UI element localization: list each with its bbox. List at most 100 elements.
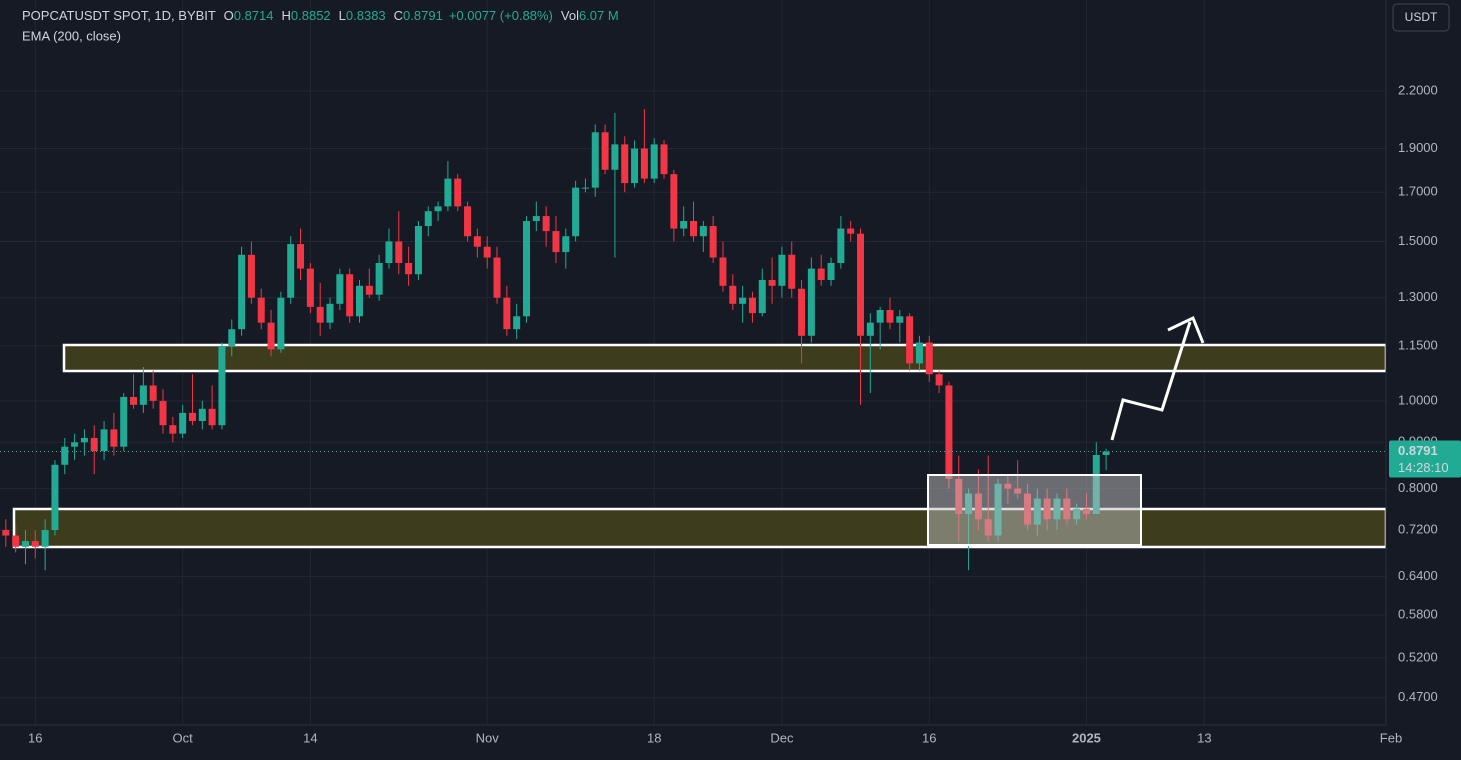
drawings-front [927, 315, 1205, 546]
y-tick-label: 2.2000 [1398, 82, 1438, 97]
y-tick-label: 0.4700 [1398, 689, 1438, 704]
y-tick-label: 0.7200 [1398, 521, 1438, 536]
x-tick-label: Oct [173, 730, 194, 745]
candle-body [159, 400, 167, 426]
candle-body [188, 412, 196, 422]
candle-body [513, 316, 521, 330]
candle-body [434, 206, 442, 212]
symbol: POPCATUSDT SPOT, 1D, BYBIT [22, 8, 216, 23]
candle-body [866, 322, 874, 336]
y-tick-label: 0.6400 [1398, 568, 1438, 583]
candle-body [238, 254, 246, 330]
resistance-zone [62, 343, 1388, 373]
candle-body [41, 530, 49, 547]
candle-body [660, 144, 668, 175]
candle-body [739, 297, 747, 304]
candle-body [464, 206, 472, 237]
countdown: 14:28:10 [1398, 460, 1449, 475]
last-price: 0.8791 [1398, 443, 1438, 458]
support-zone [12, 507, 1388, 549]
candle-body [827, 262, 835, 280]
x-tick-label: 13 [1197, 730, 1211, 745]
candle-body [906, 316, 914, 364]
candle-body [631, 148, 639, 184]
candle-body [532, 216, 540, 222]
candle-body [454, 178, 462, 207]
candle-body [179, 412, 187, 434]
high-value: 0.8852 [291, 8, 331, 23]
candle-body [591, 132, 599, 188]
price-label: 0.8791 14:28:10 [1389, 440, 1461, 478]
volume: 6.07 M [579, 8, 619, 23]
candle-body [621, 144, 629, 184]
x-tick-label: 16 [922, 730, 936, 745]
candle-body [139, 385, 147, 405]
candle-body [729, 285, 737, 304]
y-tick-label: 1.9000 [1398, 140, 1438, 155]
indicator: EMA (200, close) [22, 28, 121, 43]
projection-arrow [1110, 321, 1192, 441]
y-tick-label: 1.7000 [1398, 184, 1438, 199]
candle-body [817, 268, 825, 280]
candle-body [12, 535, 20, 547]
candle-body [424, 211, 432, 227]
candle-body [21, 541, 29, 547]
candle-body [935, 374, 943, 386]
candle-body [365, 285, 373, 295]
candle-body [80, 437, 88, 443]
candle-body [110, 429, 118, 447]
candle-body [640, 148, 648, 179]
candle-body [247, 254, 255, 298]
candle-body [405, 262, 413, 275]
currency-box [1392, 3, 1450, 32]
candle-body [198, 408, 206, 422]
low-value: 0.8383 [346, 8, 386, 23]
candle-body [473, 236, 481, 247]
candle-body [896, 316, 904, 323]
candle-body [287, 244, 295, 298]
candle-body [395, 241, 403, 263]
candle-body [680, 221, 688, 229]
currency: USDT [1405, 10, 1438, 24]
candle-body [837, 228, 845, 263]
candle-body [277, 297, 285, 350]
candle-body [375, 262, 383, 295]
candle-body [847, 228, 855, 234]
x-tick-label: 16 [28, 730, 42, 745]
candle-body [581, 187, 589, 189]
candle-body [788, 254, 796, 289]
candle-body [778, 254, 786, 286]
candle-body [601, 132, 609, 170]
axes: 2.2000 1.9000 1.7000 1.5000 1.3000 1.1500 1.00… [28, 82, 1438, 745]
candle-body [306, 268, 314, 307]
candle-body [346, 274, 354, 317]
candle-body [719, 257, 727, 286]
consolidation-box [927, 474, 1142, 546]
candle-body [297, 244, 305, 269]
candle-body [257, 297, 265, 323]
candle-body [611, 144, 619, 170]
candle-body [503, 297, 511, 330]
label: L [339, 8, 346, 23]
price-axis-panel [1386, 0, 1461, 760]
arrow-head [1167, 315, 1205, 344]
label: O [224, 8, 234, 23]
candle-body [709, 226, 717, 258]
label: Vol [561, 8, 579, 23]
candle-body [552, 231, 560, 253]
x-tick-label: Dec [770, 730, 794, 745]
candle-body [758, 279, 766, 314]
candle-body [798, 288, 806, 336]
y-tick-label: 1.5000 [1398, 233, 1438, 248]
y-tick-label: 1.1500 [1398, 337, 1438, 352]
candle-body [690, 221, 697, 237]
candle-body [876, 310, 884, 323]
candle-body [699, 226, 707, 237]
candle-body [414, 226, 422, 275]
candle-body [71, 442, 79, 447]
close-value: 0.8791 [403, 8, 443, 23]
label: H [282, 8, 291, 23]
candle-body [169, 425, 177, 434]
candle-body [100, 429, 108, 452]
